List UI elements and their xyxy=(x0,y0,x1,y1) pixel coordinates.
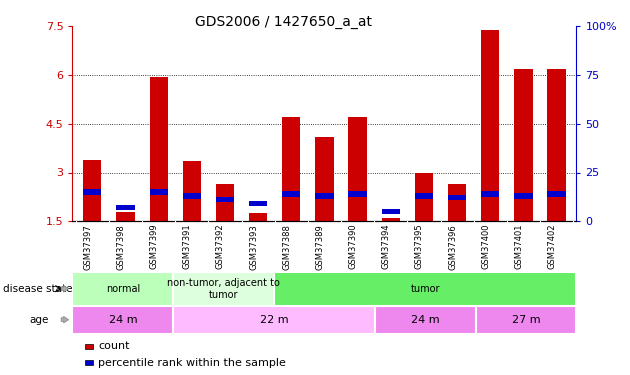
Text: count: count xyxy=(98,341,130,351)
Bar xyxy=(481,30,500,221)
Bar xyxy=(274,272,576,306)
Text: GSM37395: GSM37395 xyxy=(415,224,424,269)
Text: non-tumor, adjacent to
tumor: non-tumor, adjacent to tumor xyxy=(167,278,280,300)
Bar xyxy=(514,69,532,221)
Text: GSM37393: GSM37393 xyxy=(249,224,258,270)
Bar xyxy=(514,193,532,198)
Bar xyxy=(183,161,201,221)
Text: GSM37392: GSM37392 xyxy=(216,224,225,269)
Text: 22 m: 22 m xyxy=(260,315,289,325)
Bar xyxy=(149,189,168,195)
Text: percentile rank within the sample: percentile rank within the sample xyxy=(98,358,286,368)
Bar xyxy=(348,191,367,196)
Bar xyxy=(249,201,267,206)
Text: normal: normal xyxy=(106,284,140,294)
Bar xyxy=(83,159,101,221)
Text: 27 m: 27 m xyxy=(512,315,541,325)
Bar xyxy=(316,137,333,221)
Text: GSM37394: GSM37394 xyxy=(382,224,391,269)
Bar xyxy=(117,205,135,210)
Bar xyxy=(547,191,566,196)
Text: GSM37402: GSM37402 xyxy=(547,224,556,269)
Bar xyxy=(382,218,400,221)
Text: tumor: tumor xyxy=(411,284,440,294)
Bar xyxy=(72,306,173,334)
Bar xyxy=(216,197,234,202)
Text: GSM37398: GSM37398 xyxy=(117,224,125,270)
Bar xyxy=(173,272,274,306)
Text: age: age xyxy=(29,315,49,325)
Bar xyxy=(173,306,375,334)
Bar xyxy=(316,193,333,198)
Text: GSM37401: GSM37401 xyxy=(515,224,524,269)
Bar xyxy=(448,195,466,201)
Text: GSM37388: GSM37388 xyxy=(282,224,291,270)
Bar xyxy=(282,191,301,196)
Bar xyxy=(216,184,234,221)
Text: GDS2006 / 1427650_a_at: GDS2006 / 1427650_a_at xyxy=(195,15,372,29)
Bar xyxy=(448,184,466,221)
Text: disease state: disease state xyxy=(3,284,72,294)
Bar xyxy=(149,76,168,221)
Text: GSM37389: GSM37389 xyxy=(316,224,324,270)
Bar xyxy=(547,69,566,221)
Bar xyxy=(83,189,101,195)
Text: 24 m: 24 m xyxy=(411,315,440,325)
Bar xyxy=(183,193,201,198)
Text: GSM37391: GSM37391 xyxy=(183,224,192,269)
Bar xyxy=(476,306,576,334)
Bar xyxy=(382,209,400,214)
Bar xyxy=(72,272,173,306)
Bar xyxy=(415,193,433,198)
Text: GSM37390: GSM37390 xyxy=(348,224,358,269)
Bar xyxy=(117,211,135,221)
Text: GSM37399: GSM37399 xyxy=(150,224,159,269)
Text: GSM37400: GSM37400 xyxy=(481,224,490,269)
Bar xyxy=(375,306,476,334)
Bar xyxy=(415,172,433,221)
Text: GSM37397: GSM37397 xyxy=(83,224,93,270)
Text: 24 m: 24 m xyxy=(108,315,137,325)
Bar xyxy=(348,117,367,221)
Bar xyxy=(282,117,301,221)
Bar xyxy=(481,191,500,196)
Text: GSM37396: GSM37396 xyxy=(448,224,457,270)
Bar xyxy=(249,213,267,221)
